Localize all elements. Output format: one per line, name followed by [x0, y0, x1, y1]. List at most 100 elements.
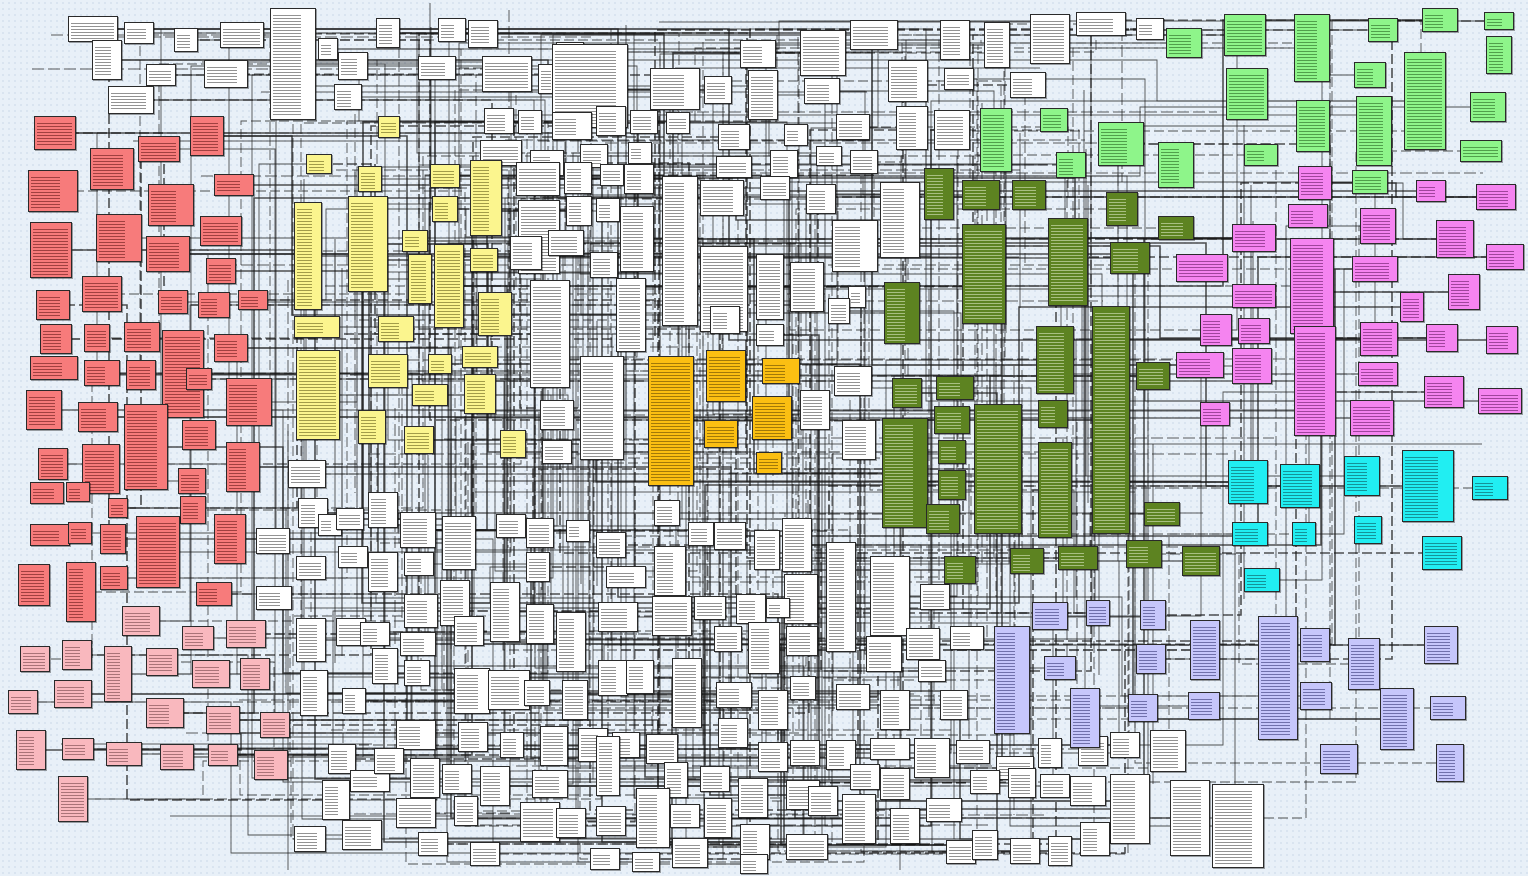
- white-entity-box[interactable]: [748, 622, 780, 674]
- white-entity-box[interactable]: [1010, 838, 1040, 864]
- red-entity-box[interactable]: [124, 404, 168, 490]
- magenta-entity-box[interactable]: [1360, 208, 1396, 244]
- magenta-entity-box[interactable]: [1478, 388, 1522, 414]
- pink-entity-box[interactable]: [206, 706, 240, 734]
- white-entity-box[interactable]: [418, 832, 448, 856]
- cyan-entity-box[interactable]: [1232, 522, 1268, 546]
- red-entity-box[interactable]: [158, 290, 188, 314]
- olive-entity-box[interactable]: [926, 504, 960, 534]
- white-entity-box[interactable]: [984, 22, 1010, 68]
- white-entity-box[interactable]: [800, 390, 830, 430]
- white-entity-box[interactable]: [520, 802, 560, 842]
- pink-entity-box[interactable]: [16, 730, 46, 770]
- pink-entity-box[interactable]: [208, 744, 238, 766]
- yellow-entity-box[interactable]: [294, 316, 340, 338]
- lavender-entity-box[interactable]: [1128, 694, 1158, 722]
- lavender-entity-box[interactable]: [1348, 638, 1380, 690]
- white-entity-box[interactable]: [590, 252, 618, 278]
- white-entity-box[interactable]: [482, 56, 532, 92]
- lavender-entity-box[interactable]: [1258, 616, 1298, 740]
- white-entity-box[interactable]: [842, 420, 876, 460]
- green-entity-box[interactable]: [1224, 14, 1266, 56]
- white-entity-box[interactable]: [758, 742, 788, 772]
- yellow-entity-box[interactable]: [296, 350, 340, 440]
- yellow-entity-box[interactable]: [358, 410, 386, 444]
- red-entity-box[interactable]: [40, 324, 72, 354]
- magenta-entity-box[interactable]: [1294, 326, 1336, 436]
- white-entity-box[interactable]: [740, 40, 776, 68]
- magenta-entity-box[interactable]: [1360, 322, 1398, 356]
- white-entity-box[interactable]: [756, 324, 784, 346]
- yellow-entity-box[interactable]: [378, 116, 400, 138]
- green-entity-box[interactable]: [1098, 122, 1144, 166]
- olive-entity-box[interactable]: [924, 168, 954, 220]
- white-entity-box[interactable]: [848, 286, 866, 308]
- white-entity-box[interactable]: [906, 628, 940, 660]
- green-entity-box[interactable]: [1470, 92, 1506, 122]
- olive-entity-box[interactable]: [882, 418, 928, 528]
- olive-entity-box[interactable]: [1106, 192, 1138, 226]
- white-entity-box[interactable]: [454, 668, 490, 714]
- white-entity-box[interactable]: [368, 492, 398, 528]
- white-entity-box[interactable]: [790, 740, 820, 766]
- white-entity-box[interactable]: [716, 682, 752, 708]
- white-entity-box[interactable]: [174, 28, 198, 52]
- white-entity-box[interactable]: [626, 660, 654, 694]
- cyan-entity-box[interactable]: [1354, 516, 1382, 544]
- magenta-entity-box[interactable]: [1176, 254, 1228, 282]
- white-entity-box[interactable]: [620, 206, 654, 272]
- lavender-entity-box[interactable]: [1070, 688, 1100, 748]
- white-entity-box[interactable]: [756, 254, 784, 320]
- olive-entity-box[interactable]: [1012, 180, 1046, 210]
- white-entity-box[interactable]: [940, 20, 970, 60]
- white-entity-box[interactable]: [526, 604, 554, 644]
- white-entity-box[interactable]: [146, 64, 176, 86]
- white-entity-box[interactable]: [842, 794, 876, 844]
- magenta-entity-box[interactable]: [1436, 220, 1474, 258]
- white-entity-box[interactable]: [438, 18, 466, 42]
- magenta-entity-box[interactable]: [1358, 362, 1398, 386]
- red-entity-box[interactable]: [136, 516, 180, 588]
- red-entity-box[interactable]: [226, 378, 272, 426]
- white-entity-box[interactable]: [850, 20, 898, 50]
- white-entity-box[interactable]: [804, 78, 840, 104]
- white-entity-box[interactable]: [342, 820, 382, 850]
- white-entity-box[interactable]: [288, 460, 326, 488]
- white-entity-box[interactable]: [950, 626, 984, 650]
- white-entity-box[interactable]: [870, 738, 910, 760]
- olive-entity-box[interactable]: [1092, 306, 1130, 534]
- magenta-entity-box[interactable]: [1176, 352, 1224, 378]
- lavender-entity-box[interactable]: [1044, 656, 1076, 680]
- red-entity-box[interactable]: [100, 524, 126, 554]
- magenta-entity-box[interactable]: [1400, 292, 1424, 322]
- red-entity-box[interactable]: [198, 292, 230, 318]
- white-entity-box[interactable]: [666, 112, 690, 134]
- white-entity-box[interactable]: [1040, 774, 1070, 798]
- white-entity-box[interactable]: [704, 76, 732, 104]
- white-entity-box[interactable]: [564, 162, 592, 194]
- white-entity-box[interactable]: [926, 798, 962, 822]
- white-entity-box[interactable]: [294, 826, 326, 852]
- white-entity-box[interactable]: [654, 500, 680, 526]
- white-entity-box[interactable]: [552, 112, 592, 140]
- red-entity-box[interactable]: [30, 524, 70, 546]
- magenta-entity-box[interactable]: [1238, 318, 1270, 344]
- olive-entity-box[interactable]: [1126, 540, 1162, 568]
- lavender-entity-box[interactable]: [1320, 744, 1358, 774]
- white-entity-box[interactable]: [400, 512, 436, 548]
- white-entity-box[interactable]: [700, 180, 744, 216]
- lavender-entity-box[interactable]: [1190, 620, 1220, 680]
- yellow-entity-box[interactable]: [306, 154, 332, 174]
- pink-entity-box[interactable]: [254, 750, 288, 780]
- red-entity-box[interactable]: [190, 116, 224, 156]
- yellow-entity-box[interactable]: [434, 244, 464, 328]
- green-entity-box[interactable]: [1294, 14, 1330, 82]
- white-entity-box[interactable]: [880, 182, 920, 258]
- white-entity-box[interactable]: [826, 740, 856, 770]
- white-entity-box[interactable]: [490, 582, 520, 642]
- magenta-entity-box[interactable]: [1426, 324, 1458, 352]
- white-entity-box[interactable]: [580, 356, 624, 460]
- white-entity-box[interactable]: [442, 516, 476, 570]
- olive-entity-box[interactable]: [936, 376, 974, 400]
- pink-entity-box[interactable]: [240, 658, 270, 690]
